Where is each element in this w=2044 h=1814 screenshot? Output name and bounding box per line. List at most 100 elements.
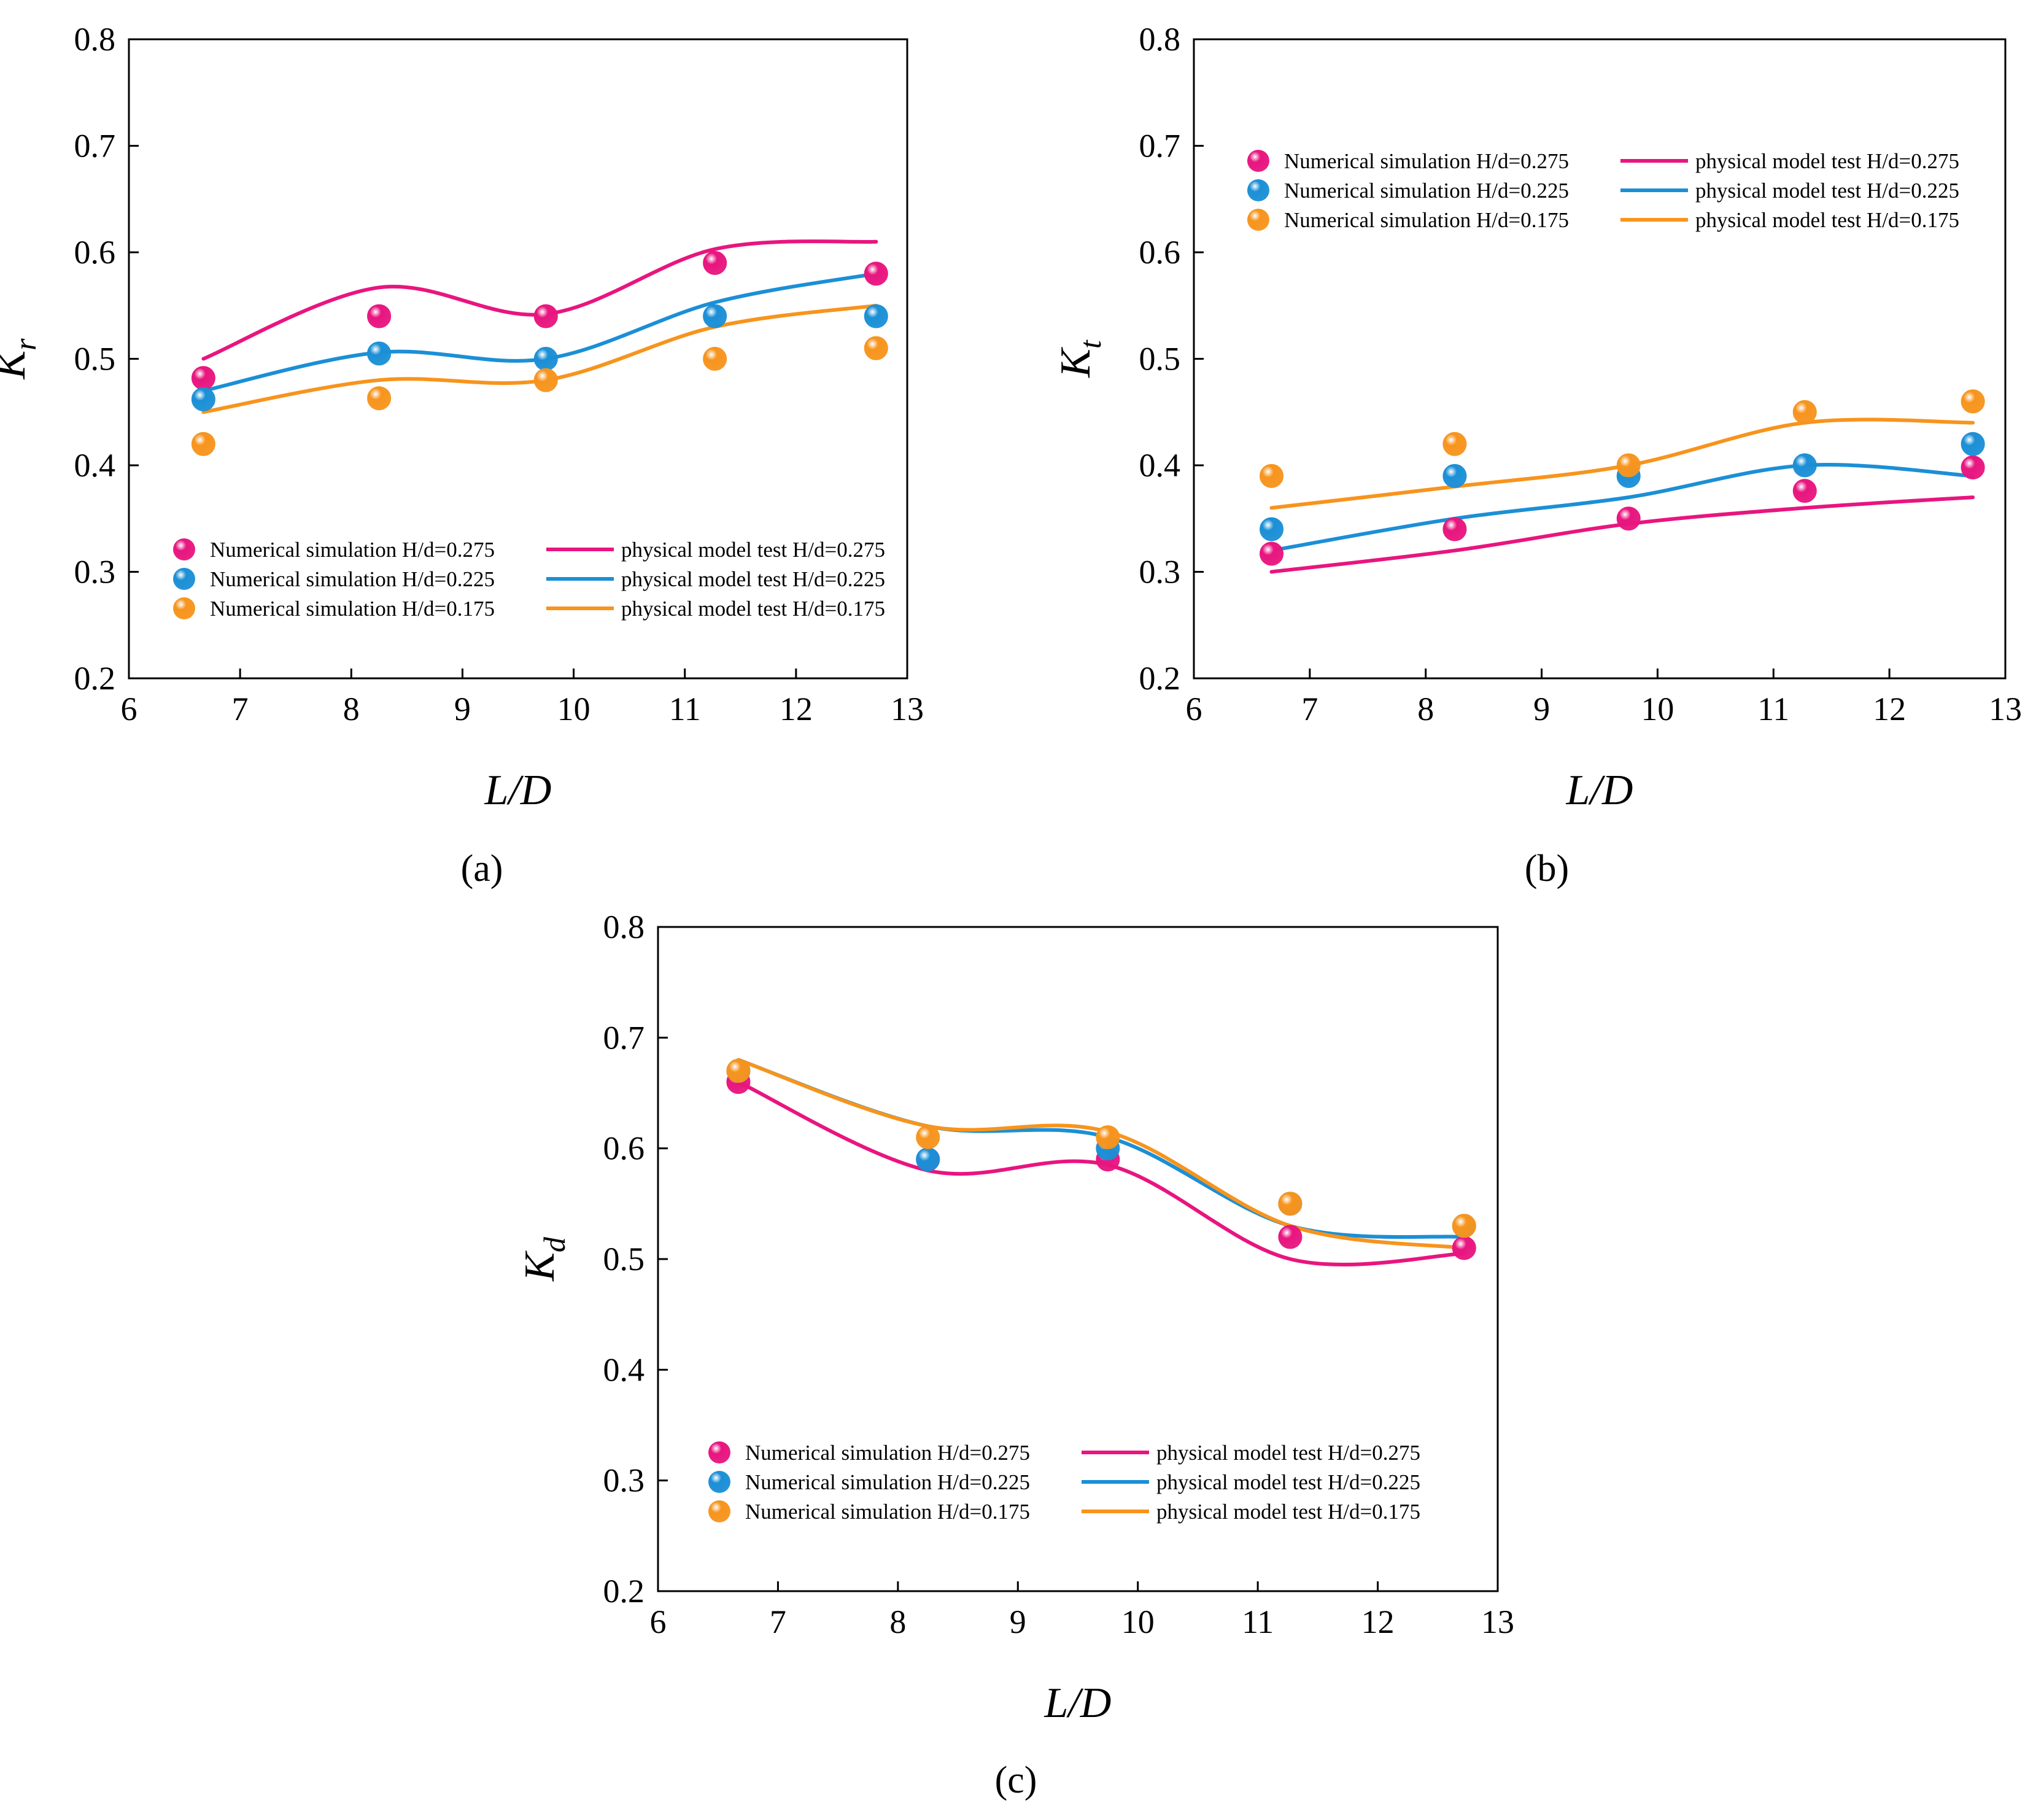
- legend-marker: [708, 1471, 730, 1493]
- y-tick-label: 0.7: [603, 1019, 645, 1056]
- x-tick-label: 8: [343, 691, 360, 727]
- y-tick-label: 0.5: [1139, 341, 1181, 378]
- data-point: [703, 304, 727, 328]
- data-point: [1961, 389, 1985, 414]
- x-tick-label: 8: [1417, 691, 1434, 727]
- x-tick-label: 6: [1186, 691, 1202, 727]
- y-tick-label: 0.3: [603, 1462, 645, 1499]
- y-tick-label: 0.6: [74, 234, 116, 271]
- data-point: [703, 347, 727, 371]
- legend-marker: [1247, 209, 1269, 231]
- data-point: [1260, 463, 1284, 488]
- data-point: [1442, 432, 1467, 456]
- y-tick-label: 0.3: [1139, 554, 1181, 591]
- data-point: [1096, 1125, 1120, 1150]
- legend-label: physical model test H/d=0.175: [621, 597, 885, 621]
- legend-marker: [173, 568, 195, 590]
- y-tick-label: 0.4: [1139, 447, 1181, 484]
- y-tick-label: 0.4: [74, 447, 116, 484]
- legend-marker: [1247, 150, 1269, 172]
- data-point: [1961, 432, 1985, 456]
- x-axis-title: L/D: [484, 767, 552, 814]
- y-axis-title: Kt: [1052, 339, 1107, 378]
- y-tick-label: 0.7: [74, 128, 116, 165]
- data-point: [1792, 400, 1817, 424]
- x-tick-label: 7: [232, 691, 249, 727]
- legend-label: Numerical simulation H/d=0.175: [1284, 208, 1569, 232]
- y-tick-label: 0.8: [1139, 21, 1181, 58]
- x-tick-label: 8: [889, 1603, 906, 1640]
- data-point: [191, 366, 215, 390]
- data-point: [1616, 506, 1641, 531]
- legend-label: Numerical simulation H/d=0.275: [210, 538, 495, 562]
- data-point: [864, 336, 888, 360]
- x-tick-label: 6: [121, 691, 137, 727]
- data-point: [1260, 517, 1284, 541]
- legend-label: physical model test H/d=0.175: [1695, 208, 1959, 232]
- legend-label: physical model test H/d=0.225: [621, 567, 885, 591]
- legend-label: physical model test H/d=0.225: [1156, 1470, 1420, 1494]
- data-point: [1278, 1192, 1303, 1216]
- panel-label: (c): [995, 1759, 1037, 1801]
- y-tick-label: 0.8: [74, 21, 116, 58]
- x-tick-label: 7: [770, 1603, 786, 1640]
- panel-label: (b): [1525, 848, 1569, 890]
- y-axis-title-base: K: [516, 1250, 563, 1282]
- legend-label: Numerical simulation H/d=0.275: [745, 1441, 1030, 1465]
- y-axis-title-subscript: d: [537, 1236, 571, 1252]
- x-tick-label: 9: [454, 691, 471, 727]
- x-tick-label: 9: [1533, 691, 1550, 727]
- data-point: [191, 432, 215, 456]
- data-point: [367, 386, 392, 411]
- x-tick-label: 13: [1989, 691, 2022, 727]
- data-point: [533, 347, 558, 371]
- y-tick-label: 0.6: [603, 1130, 645, 1167]
- x-tick-label: 10: [557, 691, 590, 727]
- y-axis-title-base: K: [1052, 347, 1099, 378]
- y-tick-label: 0.5: [603, 1241, 645, 1277]
- legend-marker: [708, 1500, 730, 1522]
- y-axis-title-subscript: t: [1073, 339, 1107, 349]
- x-tick-label: 11: [1757, 691, 1789, 727]
- y-tick-label: 0.4: [603, 1351, 645, 1388]
- data-point: [864, 304, 888, 328]
- y-tick-label: 0.6: [1139, 234, 1181, 271]
- x-axis-title: L/D: [1044, 1680, 1112, 1727]
- x-tick-label: 12: [1361, 1603, 1395, 1640]
- x-tick-label: 10: [1121, 1603, 1155, 1640]
- data-point: [1792, 453, 1817, 478]
- data-point: [191, 387, 215, 411]
- legend: Numerical simulation H/d=0.275 Numerical …: [173, 538, 885, 621]
- x-tick-label: 13: [891, 691, 924, 727]
- data-point: [864, 262, 888, 286]
- legend-label: Numerical simulation H/d=0.175: [745, 1500, 1030, 1524]
- y-tick-label: 0.8: [603, 909, 645, 945]
- chart-panel-a: 6 7 8 9 10 11 12 13 0.2 0.3 0.4 0.5 0.6 0.7 0.8 L/D Kr Nu…: [0, 21, 924, 890]
- legend-label: Numerical simulation H/d=0.225: [1284, 179, 1569, 203]
- data-point: [367, 304, 392, 328]
- x-tick-label: 12: [1873, 691, 1906, 727]
- data-point: [1442, 517, 1467, 541]
- data-point: [367, 341, 392, 366]
- chart-panel-b: 6 7 8 9 10 11 12 13 0.2 0.3 0.4 0.5 0.6 0.7 0.8 L/D Kt Nu…: [1052, 21, 2022, 890]
- y-tick-label: 0.2: [1139, 660, 1181, 697]
- data-point: [916, 1147, 940, 1172]
- legend-label: physical model test H/d=0.275: [1156, 1441, 1420, 1465]
- y-tick-label: 0.7: [1139, 128, 1181, 165]
- data-point: [1452, 1214, 1476, 1238]
- y-tick-label: 0.3: [74, 554, 116, 591]
- data-point: [1961, 455, 1985, 479]
- legend-marker: [1247, 179, 1269, 201]
- y-axis-title-base: K: [0, 349, 34, 380]
- data-point: [1278, 1225, 1303, 1249]
- legend-label: physical model test H/d=0.275: [1695, 149, 1959, 173]
- legend: Numerical simulation H/d=0.275 Numerical …: [1247, 149, 1959, 232]
- legend-label: Numerical simulation H/d=0.225: [745, 1470, 1030, 1494]
- data-point: [533, 304, 558, 328]
- chart-panel-c: 6 7 8 9 10 11 12 13 0.2 0.3 0.4 0.5 0.6 0.7 0.8 L/D Kd Nu…: [516, 909, 1514, 1801]
- data-point: [1616, 453, 1641, 478]
- legend-label: physical model test H/d=0.275: [621, 538, 885, 562]
- data-point: [1260, 541, 1284, 566]
- y-axis-title: Kd: [516, 1236, 571, 1282]
